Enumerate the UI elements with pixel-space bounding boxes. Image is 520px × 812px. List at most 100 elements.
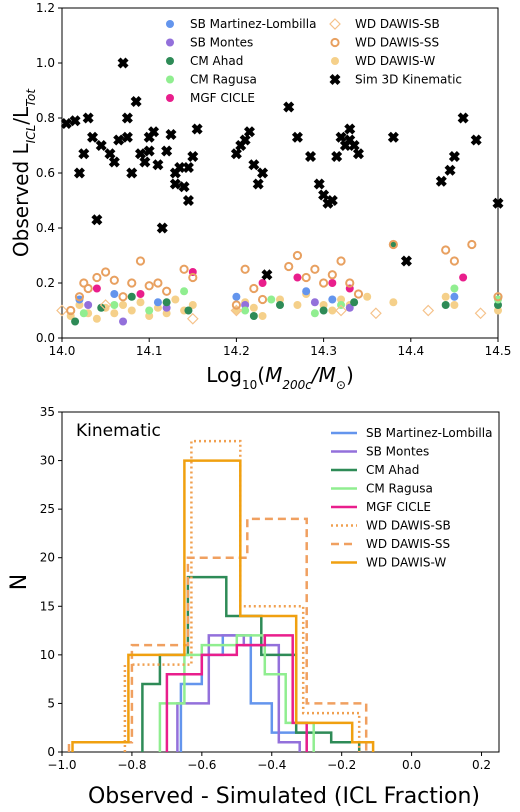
point-sim-kinematic [435, 175, 447, 187]
point-sim-kinematic [291, 131, 303, 143]
point-sim-kinematic [492, 197, 504, 209]
point-dawis-ss [310, 264, 320, 274]
point-cm-ahad [162, 298, 171, 307]
hist-wd-dawis-ss [67, 517, 368, 752]
point-cm-ahad [319, 306, 328, 315]
point-dawis-ss [441, 245, 451, 255]
histogram-ytick-label: 5 [47, 696, 55, 710]
point-dawis-w [258, 312, 267, 320]
point-dawis-ss [127, 278, 137, 288]
point-dawis-sb [335, 304, 347, 317]
point-sim-kinematic [448, 151, 460, 162]
scatter-axis-ticks: 14.0 14.1 14.2 14.3 14.4 14.5 0.0 0.2 0.4 0.6 0.8 1… [36, 1, 511, 358]
histogram-ylabel: N [7, 574, 32, 590]
point-sim-kinematic [148, 126, 160, 138]
point-sb-martinez-lombilla [328, 295, 337, 304]
scatter-legend-marker [166, 38, 174, 47]
scatter-xtick-label: 14.0 [49, 344, 76, 358]
histogram-series [67, 439, 375, 752]
point-cm-ahad [276, 301, 284, 309]
point-dawis-ss [92, 272, 102, 283]
scatter-ytick-label: 0.2 [36, 276, 55, 290]
histogram-xlabel: Observed - Simulated (ICL Fraction) [88, 784, 480, 809]
point-sim-kinematic [134, 148, 146, 160]
point-cm-ragusa [79, 309, 88, 318]
point-sim-kinematic [169, 178, 181, 190]
point-sim-kinematic [73, 167, 85, 179]
point-dawis-w [293, 301, 302, 309]
point-cm-ragusa [310, 309, 319, 318]
point-sim-kinematic [104, 148, 116, 160]
point-sim-kinematic [121, 112, 133, 124]
point-sim-kinematic [335, 131, 347, 143]
point-dawis-ss [284, 261, 294, 272]
point-dawis-sb [230, 304, 243, 317]
histogram-frame [61, 411, 500, 753]
point-sb-martinez-lombilla [302, 287, 311, 296]
point-sb-montes [310, 298, 319, 307]
histogram-ytick-label: 10 [40, 648, 55, 662]
point-dawis-w [153, 303, 162, 312]
point-sim-kinematic [318, 189, 330, 201]
histogram-legend-label: CM Ragusa [366, 482, 433, 496]
point-sim-kinematic [352, 148, 364, 160]
point-dawis-ss [83, 283, 93, 294]
point-sim-kinematic [230, 148, 242, 160]
point-sim-kinematic [444, 164, 456, 176]
point-dawis-w [389, 298, 398, 307]
point-dawis-w [145, 312, 154, 320]
scatter-legend-label: Sim 3D Kinematic [355, 73, 462, 87]
point-sim-kinematic [283, 101, 295, 113]
point-sim-kinematic [243, 126, 255, 138]
hist-sb-montes [176, 634, 301, 752]
point-cm-ragusa [267, 295, 276, 304]
point-dawis-ss [345, 278, 355, 288]
point-sim-kinematic [348, 140, 360, 151]
histogram-annotation: Kinematic [76, 421, 161, 441]
scatter-ytick-label: 1.0 [36, 56, 55, 70]
point-sb-martinez-lombilla [110, 290, 119, 298]
point-sim-kinematic [182, 195, 194, 206]
histogram-legend-label: WD DAWIS-W [366, 556, 446, 570]
scatter-legend-marker [331, 57, 339, 65]
histogram-ytick-label: 0 [47, 745, 55, 759]
histogram-xtick-label: −0.6 [187, 758, 216, 772]
point-cm-ragusa [110, 301, 119, 309]
point-dawis-ss [135, 256, 146, 266]
point-mgf-cicle [258, 279, 267, 287]
point-sb-martinez-lombilla [232, 292, 241, 301]
scatter-legend-marker [329, 74, 341, 85]
point-sim-kinematic [161, 145, 173, 157]
point-sim-kinematic [252, 178, 264, 190]
point-sim-kinematic [126, 167, 138, 179]
point-sim-kinematic [82, 112, 94, 124]
point-dawis-ss [179, 264, 189, 274]
histogram-xtick-label: 0.2 [472, 758, 491, 772]
point-sim-kinematic [331, 151, 343, 162]
point-cm-ahad [184, 306, 193, 315]
scatter-legend-label: WD DAWIS-SB [355, 17, 440, 31]
scatter-legend-marker [330, 37, 340, 48]
point-dawis-ss [353, 289, 364, 299]
point-dawis-sb [56, 304, 68, 317]
point-dawis-sb [474, 307, 487, 320]
point-dawis-ss [493, 292, 503, 302]
point-dawis-ss [188, 272, 198, 283]
scatter-plot: 14.0 14.1 14.2 14.3 14.4 14.5 0.0 0.2 0.4 0.6 0.8 1… [9, 1, 511, 392]
scatter-xtick-label: 14.1 [136, 344, 163, 358]
point-cm-ragusa [180, 287, 189, 296]
point-sim-kinematic [261, 269, 273, 281]
scatter-ytick-label: 0.8 [36, 111, 55, 125]
point-sim-kinematic [182, 162, 194, 173]
scatter-legend-marker [329, 18, 341, 30]
histogram-axis-ticks: −1.0 −0.8 −0.6 −0.4 −0.2 0.0 0.2 0 5 10 15 20 25 30 35 [40, 405, 491, 772]
scatter-ytick-label: 0.4 [36, 221, 55, 235]
histogram-legend-label: SB Montes [366, 445, 429, 459]
point-sim-kinematic [187, 151, 199, 162]
point-sim-kinematic [121, 131, 133, 143]
point-sim-kinematic [178, 181, 190, 193]
hist-wd-dawis-sb [123, 439, 361, 752]
point-mgf-cicle [136, 290, 145, 298]
point-dawis-sb [422, 304, 435, 317]
